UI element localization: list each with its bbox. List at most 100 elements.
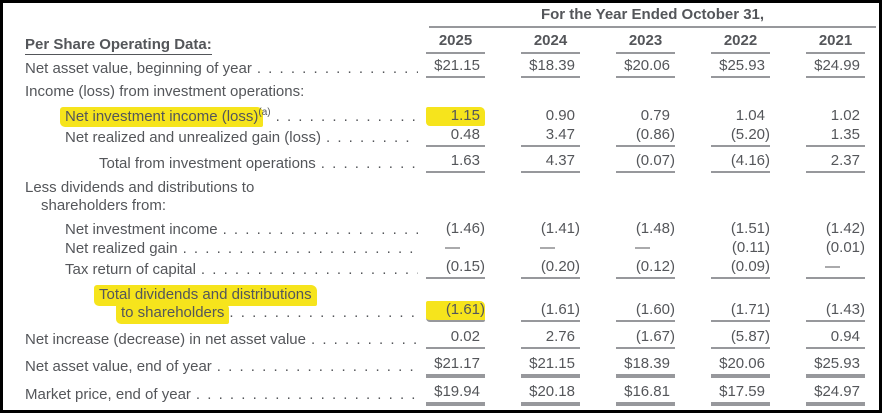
- row-label: Net increase (decrease) in net asset val…: [25, 331, 306, 348]
- dot-leader: [326, 129, 418, 147]
- value-2022: (1.71): [711, 301, 770, 322]
- row-dividends-net-investment-income: Net investment income (1.46) (1.41) (1.4…: [3, 220, 879, 239]
- row-label: Net investment income: [65, 221, 218, 238]
- row-nav-beginning: Net asset value, beginning of year $21.1…: [3, 57, 879, 78]
- value-2021: 0.94: [806, 328, 865, 349]
- value-2021: 1.02: [830, 107, 860, 124]
- year-column-header: 2024: [521, 32, 580, 54]
- dot-leader: [257, 60, 418, 78]
- value-2021: (1.42): [825, 220, 865, 237]
- value-2022: (1.51): [730, 220, 770, 237]
- column-header-row: Per Share Operating Data: 2025 2024 2023…: [3, 32, 879, 55]
- value-2023: $20.06: [616, 57, 675, 78]
- value-2021: $25.93: [806, 355, 865, 378]
- row-net-investment-income-loss: Net investment income (loss)(a) 1.15 0.9…: [3, 104, 879, 127]
- dot-leader: [201, 261, 418, 279]
- row-label: Net asset value, end of year: [25, 358, 212, 375]
- value-2021: $24.99: [806, 57, 865, 78]
- value-2023: (0.12): [616, 258, 675, 279]
- value-2023: (0.07): [616, 152, 675, 173]
- dot-leader: [276, 108, 418, 126]
- value-2025: $21.15: [426, 57, 485, 78]
- footnote-marker: (a): [258, 107, 271, 118]
- value-2024: $20.18: [521, 383, 580, 406]
- dot-leader: [223, 221, 418, 239]
- value-2024: $21.15: [521, 355, 580, 378]
- value-2024: —: [540, 239, 555, 256]
- row-label: Market price, end of year: [25, 386, 191, 403]
- value-2024: 4.37: [521, 152, 580, 173]
- year-column-header: 2022: [711, 32, 770, 54]
- row-tax-return-of-capital: Tax return of capital (0.15) (0.20) (0.1…: [3, 258, 879, 279]
- highlighted-label-line2: to shareholders: [116, 303, 230, 324]
- value-2021: 1.35: [806, 126, 865, 147]
- year-headers: 2025 2024 2023 2022 2021: [426, 32, 865, 54]
- dot-leader: [321, 155, 418, 173]
- row-net-realized-unrealized: Net realized and unrealized gain (loss) …: [3, 126, 879, 147]
- row-label: Net investment income (loss)(a): [60, 104, 271, 127]
- row-total-dividends-distributions: Total dividends and distributions to sha…: [3, 285, 879, 324]
- value-2023: (1.48): [635, 220, 675, 237]
- row-net-increase-decrease: Net increase (decrease) in net asset val…: [3, 328, 879, 349]
- value-2021: —: [806, 258, 865, 279]
- dot-leader: [183, 240, 418, 258]
- value-2024: $18.39: [521, 57, 580, 78]
- value-2022: (0.09): [711, 258, 770, 279]
- highlighted-label-line1: Total dividends and distributions: [94, 285, 317, 306]
- section-label: Income (loss) from investment operations…: [25, 83, 305, 100]
- row-label: Net realized and unrealized gain (loss): [65, 129, 321, 146]
- highlighted-label: Net investment income (loss): [60, 107, 264, 127]
- value-2021: (1.43): [806, 301, 865, 322]
- value-2025: 1.63: [426, 152, 485, 173]
- value-2024: (1.41): [540, 220, 580, 237]
- row-section-dividends-distributions: Less dividends and distributions to shar…: [3, 179, 879, 215]
- value-2022: (0.11): [731, 239, 770, 256]
- value-2022: (5.87): [711, 328, 770, 349]
- year-column-header: 2025: [426, 32, 485, 54]
- row-label: Tax return of capital: [65, 261, 196, 278]
- highlighted-value-2025: (1.61): [426, 301, 485, 322]
- value-2024: 2.76: [521, 328, 580, 349]
- value-2025: $19.94: [426, 383, 485, 406]
- value-2023: —: [635, 239, 650, 256]
- table-title-text: Per Share Operating Data:: [25, 36, 212, 55]
- value-2025: —: [445, 239, 460, 256]
- row-label: Net asset value, beginning of year: [25, 60, 252, 77]
- value-2025: 0.48: [426, 126, 485, 147]
- row-total-investment-operations: Total from investment operations 1.63 4.…: [3, 152, 879, 173]
- section-label-line1: Less dividends and distributions to: [25, 179, 255, 196]
- value-2025: $21.17: [426, 355, 485, 378]
- value-2024: (0.20): [521, 258, 580, 279]
- row-dividends-net-realized-gain: Net realized gain — — — (0.11) (0.01): [3, 239, 879, 258]
- value-2024: 0.90: [545, 107, 575, 124]
- value-2023: (1.67): [616, 328, 675, 349]
- row-label: Net realized gain: [65, 240, 178, 257]
- row-market-price-end: Market price, end of year $19.94 $20.18 …: [3, 383, 879, 406]
- value-2022: $17.59: [711, 383, 770, 406]
- dot-leader: [229, 304, 418, 322]
- value-2021: (0.01): [825, 239, 865, 256]
- value-2023: $16.81: [616, 383, 675, 406]
- value-2023: (0.86): [616, 126, 675, 147]
- dot-leader: [217, 358, 418, 376]
- value-2025: (0.15): [426, 258, 485, 279]
- value-2023: (1.60): [616, 301, 675, 322]
- row-label: Total from investment operations: [99, 155, 316, 172]
- period-header: For the Year Ended October 31,: [429, 6, 876, 28]
- highlighted-value-2025: 1.15: [426, 107, 485, 126]
- table-title: Per Share Operating Data:: [3, 36, 426, 55]
- dot-leader: [196, 386, 418, 404]
- year-column-header: 2023: [616, 32, 675, 54]
- value-2025: (1.46): [445, 220, 485, 237]
- value-2022: (4.16): [711, 152, 770, 173]
- year-column-header: 2021: [806, 32, 865, 54]
- value-2023: $18.39: [616, 355, 675, 378]
- section-label-line2: shareholders from:: [41, 197, 167, 214]
- value-2022: $25.93: [711, 57, 770, 78]
- value-2021: $24.97: [806, 383, 865, 406]
- value-2024: 3.47: [521, 126, 580, 147]
- dot-leader: [311, 331, 418, 349]
- per-share-operating-data-table: For the Year Ended October 31, Per Share…: [3, 3, 879, 406]
- value-2024: (1.61): [521, 301, 580, 322]
